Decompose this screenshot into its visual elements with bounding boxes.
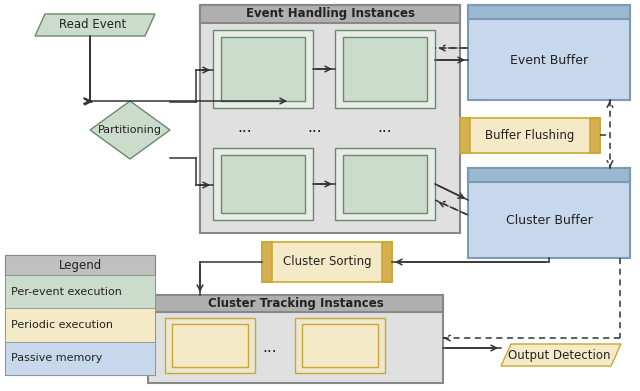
Bar xyxy=(221,155,305,213)
Text: Output Detection: Output Detection xyxy=(508,348,611,362)
Polygon shape xyxy=(501,344,621,366)
Bar xyxy=(5,255,155,375)
Bar xyxy=(165,318,255,373)
Bar xyxy=(148,295,443,383)
Bar xyxy=(213,30,313,108)
Text: ...: ... xyxy=(262,341,277,355)
Bar xyxy=(5,342,155,375)
Bar xyxy=(295,318,385,373)
Bar xyxy=(200,5,460,233)
Bar xyxy=(468,168,630,258)
Bar xyxy=(148,295,443,312)
Bar xyxy=(343,37,427,101)
Text: Passive memory: Passive memory xyxy=(11,353,102,363)
Bar xyxy=(460,118,600,153)
Text: Legend: Legend xyxy=(58,258,102,271)
Text: Partitioning: Partitioning xyxy=(98,125,162,135)
Bar xyxy=(468,168,630,182)
Polygon shape xyxy=(35,14,155,36)
Bar xyxy=(590,118,600,153)
Text: ...: ... xyxy=(378,120,392,135)
Bar xyxy=(213,148,313,220)
Polygon shape xyxy=(90,101,170,159)
Bar xyxy=(5,275,155,308)
Bar xyxy=(5,255,155,275)
Text: Cluster Tracking Instances: Cluster Tracking Instances xyxy=(207,297,383,310)
Bar xyxy=(335,30,435,108)
Bar xyxy=(460,118,470,153)
Text: Periodic execution: Periodic execution xyxy=(11,320,113,330)
Bar xyxy=(5,308,155,342)
Bar xyxy=(468,5,630,19)
Text: Per-event execution: Per-event execution xyxy=(11,287,122,297)
Text: Read Event: Read Event xyxy=(60,18,127,32)
Text: Cluster Buffer: Cluster Buffer xyxy=(506,213,593,226)
Text: Event Buffer: Event Buffer xyxy=(510,54,588,66)
Text: ...: ... xyxy=(237,120,252,135)
Text: ...: ... xyxy=(308,120,323,135)
Bar xyxy=(343,155,427,213)
Bar xyxy=(262,242,392,282)
Bar xyxy=(172,324,248,367)
Bar xyxy=(335,148,435,220)
Bar xyxy=(200,5,460,23)
Bar xyxy=(302,324,378,367)
Text: Buffer Flushing: Buffer Flushing xyxy=(485,129,575,142)
Text: Event Handling Instances: Event Handling Instances xyxy=(246,7,415,20)
Text: Cluster Sorting: Cluster Sorting xyxy=(283,255,371,269)
Bar xyxy=(262,242,272,282)
Bar xyxy=(382,242,392,282)
Bar xyxy=(221,37,305,101)
Bar xyxy=(468,5,630,100)
